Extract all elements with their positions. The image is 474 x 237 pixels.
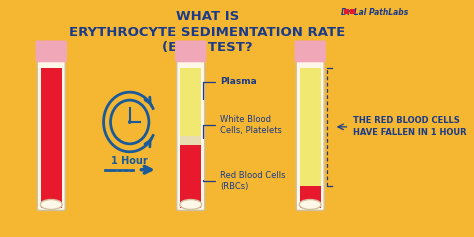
FancyBboxPatch shape <box>296 55 324 210</box>
Ellipse shape <box>299 200 321 210</box>
Text: Red Blood Cells
(RBCs): Red Blood Cells (RBCs) <box>203 171 286 191</box>
Bar <box>180 145 201 209</box>
Text: 1 Hour: 1 Hour <box>111 156 148 166</box>
Bar <box>41 68 62 209</box>
FancyBboxPatch shape <box>294 41 326 62</box>
Circle shape <box>128 120 131 124</box>
Ellipse shape <box>180 200 201 210</box>
FancyBboxPatch shape <box>175 41 207 62</box>
Text: White Blood
Cells, Platelets: White Blood Cells, Platelets <box>203 115 282 138</box>
Text: (ESR) TEST?: (ESR) TEST? <box>162 41 253 55</box>
Text: WHAT IS: WHAT IS <box>176 10 239 23</box>
Bar <box>350 9 355 14</box>
FancyBboxPatch shape <box>37 55 65 210</box>
Bar <box>180 136 201 145</box>
Circle shape <box>110 100 149 144</box>
Bar <box>344 9 348 14</box>
Ellipse shape <box>40 200 62 210</box>
Text: Plasma: Plasma <box>203 77 257 99</box>
FancyBboxPatch shape <box>36 41 67 62</box>
Bar <box>300 186 320 209</box>
Text: Dr Lal PathLabs: Dr Lal PathLabs <box>341 8 409 17</box>
Bar <box>300 68 320 186</box>
Text: ERYTHROCYTE SEDIMENTATION RATE: ERYTHROCYTE SEDIMENTATION RATE <box>69 26 346 39</box>
Bar <box>180 68 201 136</box>
Text: THE RED BLOOD CELLS
HAVE FALLEN IN 1 HOUR: THE RED BLOOD CELLS HAVE FALLEN IN 1 HOU… <box>353 116 466 137</box>
FancyBboxPatch shape <box>177 55 205 210</box>
